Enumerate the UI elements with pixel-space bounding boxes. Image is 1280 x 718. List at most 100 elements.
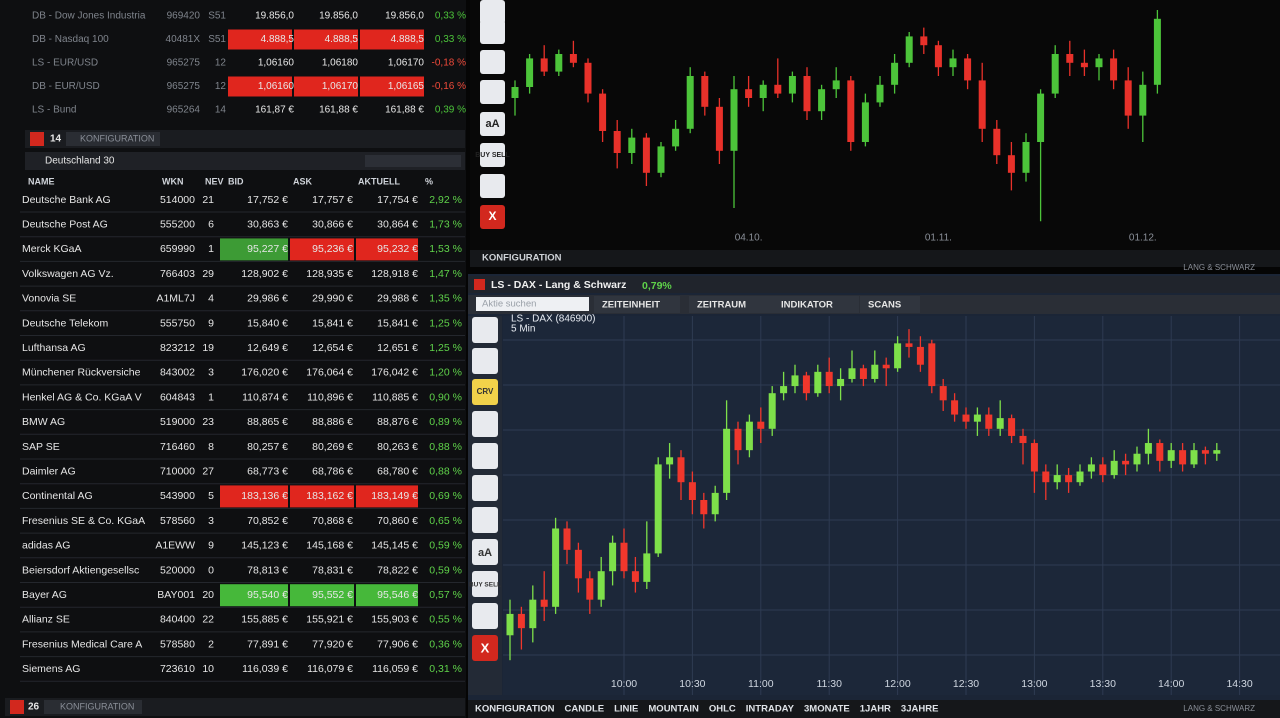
top-table-cell: DB - Dow Jones Industria	[32, 11, 146, 22]
top-table-cell: 19.856,0	[319, 11, 358, 22]
candle-body	[973, 414, 981, 422]
candle-body	[949, 58, 957, 68]
tool-button[interactable]	[472, 635, 498, 661]
candle-body	[951, 400, 959, 415]
table-cell: 155,903 €	[371, 614, 418, 626]
candle-body	[934, 45, 942, 68]
table-cell: 2,92 %	[429, 194, 462, 206]
window-title: LS - DAX - Lang & Schwarz	[491, 279, 626, 291]
tool-button[interactable]	[480, 50, 505, 74]
table-cell: 176,020 €	[241, 367, 288, 379]
table-cell: 2	[208, 638, 214, 650]
candle-body	[584, 62, 592, 94]
table-cell: 145,168 €	[306, 540, 353, 552]
table-cell: 110,896 €	[307, 391, 353, 403]
top-table-cell: 161,87 €	[255, 105, 294, 116]
top-table-cell: -0,16 %	[432, 81, 467, 92]
tool-button[interactable]	[480, 80, 505, 104]
menu-item[interactable]	[594, 296, 680, 313]
table-cell: 3	[208, 515, 214, 527]
menu-item[interactable]	[773, 296, 859, 313]
tool-button[interactable]	[472, 379, 498, 405]
cell-highlight	[360, 76, 424, 97]
tool-button[interactable]	[480, 112, 505, 136]
candle-body	[574, 549, 582, 579]
watermark: LANG & SCHWARZ	[1183, 704, 1255, 713]
table-cell: Deutsche Telekom	[22, 317, 108, 329]
table-cell: 128,918 €	[371, 268, 418, 280]
menu-label: ZEITEINHEIT	[602, 300, 660, 311]
tool-label: BUY SELL	[469, 582, 501, 589]
search-box[interactable]	[476, 297, 589, 311]
menu-item[interactable]	[689, 296, 775, 313]
table-cell: 9	[208, 540, 214, 552]
menu-label: INDIKATOR	[781, 300, 833, 311]
candle-body	[993, 128, 1001, 156]
column-header: AKTUELL	[358, 176, 400, 186]
top-table-cell: LS - Bund	[32, 105, 76, 116]
tool-button[interactable]	[480, 20, 505, 44]
x-tick-label: 01.11.	[925, 233, 952, 244]
tool-button[interactable]	[472, 603, 498, 629]
table-cell: 29,990 €	[312, 293, 353, 305]
tool-button[interactable]	[472, 348, 498, 374]
candle-body	[586, 578, 594, 600]
tool-button[interactable]	[480, 143, 505, 167]
table-cell: 0,65 %	[429, 515, 462, 527]
candle-body	[686, 76, 694, 129]
candle-body	[916, 346, 924, 365]
top-table-cell: -0,18 %	[432, 58, 467, 69]
table-cell: 30,864 €	[377, 218, 418, 230]
menu-item[interactable]	[860, 296, 920, 313]
candle-body	[985, 414, 993, 429]
tool-button[interactable]	[472, 475, 498, 501]
tool-button[interactable]	[472, 411, 498, 437]
candle-body	[818, 89, 826, 112]
candle-body	[540, 58, 548, 72]
candle-body	[613, 131, 621, 153]
table-cell: 10	[202, 663, 214, 675]
candle-body	[506, 613, 514, 636]
tool-button[interactable]	[472, 571, 498, 597]
top-table-cell: 161,88 €	[319, 105, 358, 116]
top-table-cell: S51	[208, 34, 226, 45]
table-cell: 95,546 €	[377, 589, 418, 601]
candle-body	[757, 421, 765, 429]
table-cell: 88,886 €	[312, 416, 353, 428]
button[interactable]	[44, 700, 142, 714]
footer-item: 3MONATE	[804, 704, 850, 715]
candle-body	[666, 457, 674, 465]
tool-button[interactable]	[480, 205, 505, 229]
top-table-cell: 40481X	[166, 34, 201, 45]
top-table-cell: 965275	[167, 81, 201, 92]
table-cell: 77,906 €	[377, 638, 418, 650]
tool-button[interactable]	[480, 0, 505, 24]
top-table-cell: 969420	[167, 11, 201, 22]
button[interactable]	[66, 132, 160, 146]
tool-button[interactable]	[472, 443, 498, 469]
tool-button[interactable]	[472, 539, 498, 565]
x-tick-label: 11:00	[748, 678, 774, 690]
candle-body	[1133, 453, 1141, 465]
tool-button[interactable]	[472, 317, 498, 343]
tool-button[interactable]	[480, 174, 505, 198]
candle-body	[1080, 62, 1088, 68]
table-cell: 514000	[160, 194, 195, 206]
table-cell: 5	[208, 490, 214, 502]
table-cell: 0,69 %	[429, 490, 462, 502]
table-cell: 176,042 €	[371, 367, 418, 379]
candle-body	[672, 128, 680, 147]
table-cell: 110,885 €	[372, 391, 418, 403]
table-cell: 0,31 %	[429, 663, 462, 675]
x-tick-label: 13:00	[1021, 678, 1047, 690]
footer-item: CANDLE	[565, 704, 605, 715]
table-cell: A1ML7J	[156, 293, 195, 305]
cell-highlight	[290, 584, 354, 607]
candle-body	[814, 371, 822, 394]
table-cell: 27	[202, 465, 214, 477]
table-cell: 0,59 %	[429, 540, 462, 552]
toolbar-label: KONFIGURATION	[60, 701, 134, 711]
table-cell: 519000	[160, 416, 195, 428]
table-cell: Daimler AG	[22, 465, 76, 477]
tool-button[interactable]	[472, 507, 498, 533]
